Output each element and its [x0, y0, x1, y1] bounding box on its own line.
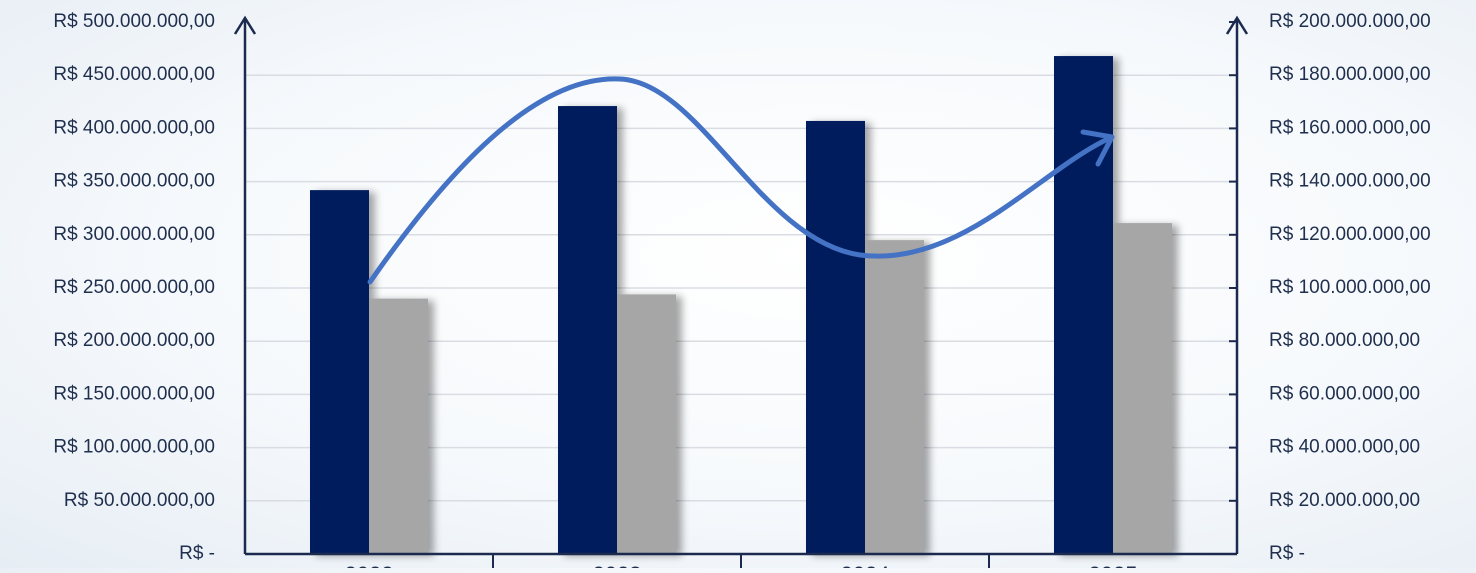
y-left-tick-label: R$ 50.000.000,00 [64, 490, 215, 511]
y-left-tick-label: R$ 250.000.000,00 [53, 277, 215, 298]
y-left-tick-label: R$ 400.000.000,00 [53, 117, 215, 138]
x-category-label: 2024 [841, 562, 890, 568]
bar [617, 294, 676, 554]
y-left-tick-label: R$ 100.000.000,00 [53, 437, 215, 458]
y-right-tick-label: R$ 80.000.000,00 [1269, 330, 1420, 351]
y-left-tick-label: R$ 350.000.000,00 [53, 171, 215, 192]
y-right-axis-arrowhead [1225, 15, 1249, 35]
bar [558, 106, 617, 554]
trend-arrow-head [1080, 129, 1115, 167]
y-right-tick-label: R$ 120.000.000,00 [1269, 224, 1431, 245]
y-right-tick-label: R$ - [1269, 543, 1305, 564]
y-left-axis-arrowhead [233, 15, 257, 35]
y-right-tick-label: R$ 20.000.000,00 [1269, 490, 1420, 511]
trend-arrow [367, 76, 1115, 285]
y-left-tick-label: R$ - [179, 543, 215, 564]
bar [1113, 223, 1172, 554]
y-right-tick-label: R$ 140.000.000,00 [1269, 171, 1431, 192]
tick-labels: R$ - R$ 50.000.000,00 R$ 100.000.000,00 R$ … [53, 11, 1431, 573]
y-right-tick-label: R$ 160.000.000,00 [1269, 117, 1431, 138]
x-category-label: 2022 [345, 562, 394, 568]
y-right-tick-label: R$ 180.000.000,00 [1269, 64, 1431, 85]
y-right-tick-label: R$ 200.000.000,00 [1269, 11, 1431, 32]
y-left-tick-label: R$ 450.000.000,00 [53, 64, 215, 85]
x-category-label: 2023 [593, 562, 642, 568]
y-right-tick-label: R$ 40.000.000,00 [1269, 437, 1420, 458]
y-right-tick-label: R$ 100.000.000,00 [1269, 277, 1431, 298]
y-right-tick-label: R$ 60.000.000,00 [1269, 383, 1420, 404]
bar [369, 298, 428, 554]
y-left-tick-label: R$ 200.000.000,00 [53, 330, 215, 351]
axes [233, 15, 1249, 568]
bar [865, 240, 924, 554]
y-left-tick-label: R$ 150.000.000,00 [53, 383, 215, 404]
y-left-tick-label: R$ 300.000.000,00 [53, 224, 215, 245]
bars [310, 56, 1172, 555]
trend-arrow-curve [367, 76, 1113, 285]
bar [806, 120, 865, 555]
bar [310, 190, 369, 554]
x-category-label: 2025 [1089, 562, 1138, 568]
y-left-tick-label: R$ 500.000.000,00 [53, 11, 215, 32]
